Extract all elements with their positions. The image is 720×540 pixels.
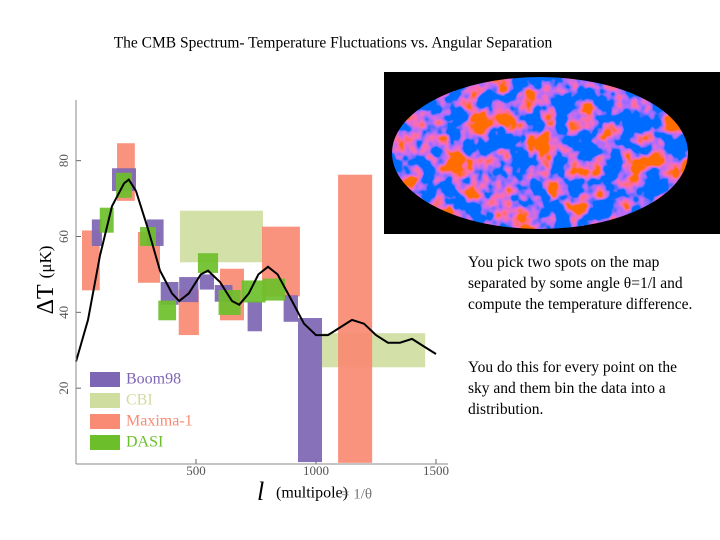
y-axis-label: ΔT (μK) — [33, 246, 59, 315]
legend-label: CBI — [126, 392, 153, 409]
legend-label: Boom98 — [126, 371, 181, 388]
note: You do this for every point on the sky a… — [468, 359, 677, 418]
error-box — [199, 274, 214, 290]
error-box — [197, 253, 219, 273]
y-tick-label: 20 — [56, 382, 71, 395]
legend-label: Maxima-1 — [126, 413, 193, 430]
y-tick-label: 80 — [56, 154, 71, 167]
legend-swatch — [90, 414, 120, 429]
y-label: ΔT — [33, 284, 59, 314]
error-box — [91, 219, 102, 246]
x-tick-label: 1500 — [423, 463, 449, 478]
cmb-map — [384, 72, 720, 234]
error-box — [322, 333, 426, 368]
error-box — [160, 282, 179, 305]
x-label: l — [257, 477, 264, 506]
error-box — [283, 295, 298, 322]
legend-swatch — [90, 435, 120, 450]
x-tick-label: 1000 — [303, 463, 329, 478]
error-box — [179, 277, 199, 303]
error-box — [338, 174, 373, 463]
error-box — [241, 280, 266, 303]
map-sky — [392, 77, 688, 229]
error-box — [218, 289, 241, 315]
error-box — [298, 318, 322, 463]
y-label-group: ΔT (μK) — [33, 246, 59, 315]
legend-swatch — [90, 372, 120, 387]
theory-curve — [75, 178, 437, 362]
note: You pick two spots on the map separated … — [468, 254, 693, 313]
error-box — [158, 300, 177, 321]
legend-swatch — [90, 393, 120, 408]
legend-label: DASI — [126, 434, 163, 451]
chart-title: The CMB Spectrum- Temperature Fluctuatio… — [114, 35, 553, 52]
plot-area: 20 40 60 80 500 1000 1500 Boom98 CBI Maxima-1 DASI — [56, 100, 449, 478]
error-box — [262, 278, 286, 301]
x-tick-label: 500 — [186, 463, 206, 478]
error-box — [179, 210, 263, 263]
y-tick-label: 60 — [56, 230, 71, 243]
y-unit: (μK) — [36, 246, 55, 279]
y-tick-label: 40 — [56, 306, 71, 319]
x-note: = 1/θ — [341, 486, 372, 502]
x-unit: (multipole) — [276, 485, 348, 502]
error-box — [247, 300, 262, 332]
